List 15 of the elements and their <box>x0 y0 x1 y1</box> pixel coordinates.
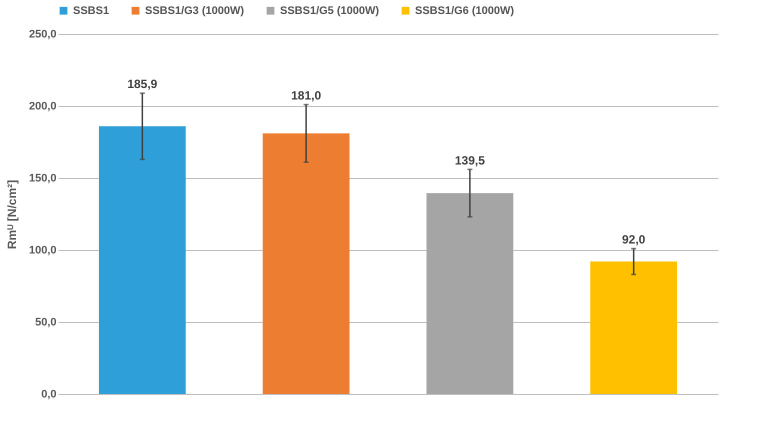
y-tick-label: 150,0 <box>28 172 56 184</box>
legend-label: SSBS1 <box>73 4 110 17</box>
legend-label: SSBS1/G5 (1000W) <box>280 4 380 17</box>
y-tick-label: 250,0 <box>28 28 56 40</box>
data-label: 181,0 <box>291 88 322 103</box>
legend-label: SSBS1/G6 (1000W) <box>415 4 514 17</box>
data-label: 92,0 <box>622 232 646 247</box>
legend-label: SSBS1/G3 (1000W) <box>145 4 244 17</box>
y-tick-label: 200,0 <box>28 100 56 112</box>
y-axis-title: Rmᵁ [N/cm²] <box>4 180 19 250</box>
data-label: 185,9 <box>127 77 158 92</box>
data-label: 139,5 <box>454 153 486 168</box>
y-tick-label: 0,0 <box>41 388 56 400</box>
y-tick-label: 100,0 <box>28 244 56 256</box>
y-tick-label: 50,0 <box>35 316 56 328</box>
